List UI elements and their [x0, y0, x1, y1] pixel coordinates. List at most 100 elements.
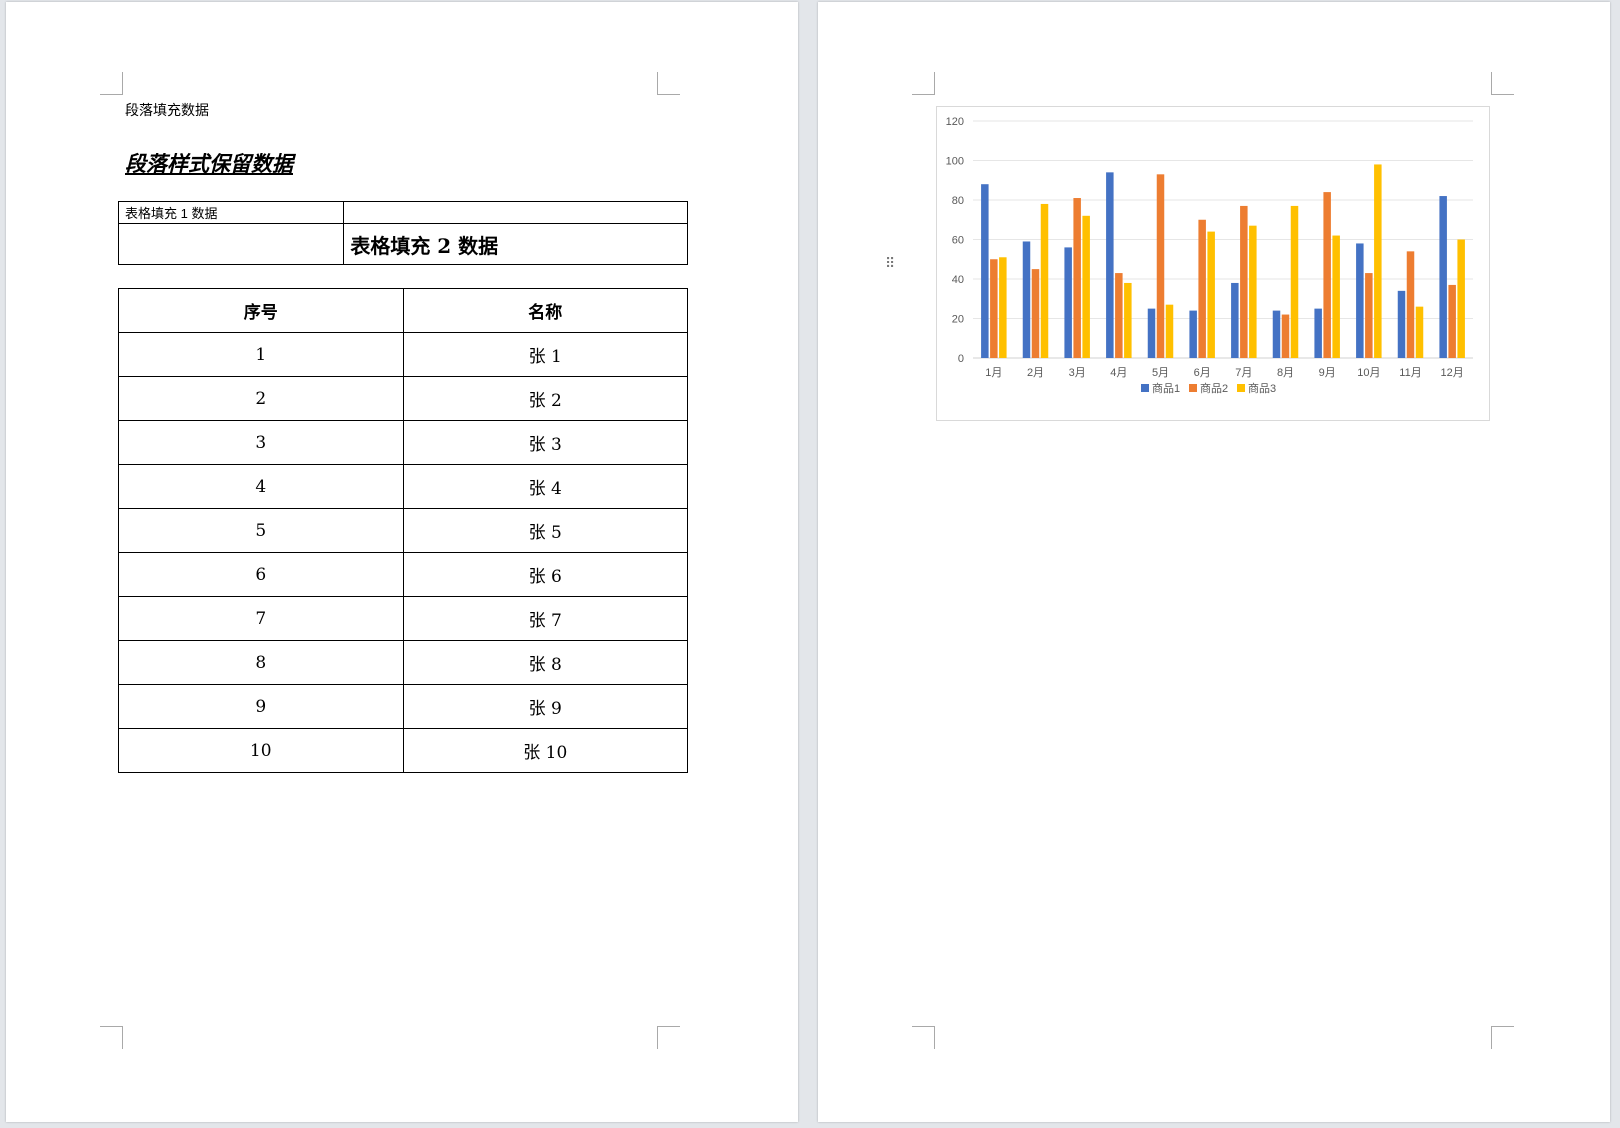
- x-tick-label: 2月: [1027, 367, 1044, 379]
- bar-3: [1040, 203, 1049, 358]
- fill-table-cell-1[interactable]: 表格填充 1 数据: [117, 201, 345, 224]
- bar-1: [1314, 308, 1322, 358]
- table-cell[interactable]: 4: [118, 464, 404, 509]
- table-cell[interactable]: 10: [118, 728, 404, 773]
- bar-1: [1397, 290, 1406, 358]
- fill-table-cell-empty[interactable]: [343, 201, 688, 224]
- bar-chart[interactable]: 0 20 40 60 80 100 120 1月 2月 3月 4月 5月 6月 7月 8月 9月 10月 11月 1…: [936, 106, 1490, 421]
- table-cell[interactable]: 张 3: [402, 420, 688, 465]
- bar-3: [1290, 205, 1299, 358]
- table-cell[interactable]: 7: [118, 596, 404, 641]
- bar-3: [1165, 304, 1174, 358]
- bar-1: [1231, 282, 1239, 358]
- x-tick-label: 3月: [1069, 367, 1086, 379]
- bar-1: [1106, 172, 1114, 358]
- document-page-2: ⠿ 0 20 40 60 80 100 120 1月 2月 3月 4月 5月 6月 7月 8月 9月 10月 11…: [818, 2, 1610, 1122]
- x-tick-label: 10月: [1357, 367, 1380, 379]
- table-row: 10 张 10: [118, 728, 688, 773]
- margin-corner-top-left: [100, 72, 123, 95]
- table-cell[interactable]: 张 8: [402, 640, 688, 685]
- bar-2: [1448, 284, 1456, 358]
- bar-2: [1365, 273, 1373, 358]
- y-tick-label: 120: [946, 116, 964, 128]
- bar-1: [1272, 310, 1281, 358]
- bar-2: [990, 259, 998, 358]
- bar-1: [1189, 310, 1197, 358]
- chart-canvas: 0 20 40 60 80 100 120 1月 2月 3月 4月 5月 6月 7月 8月 9月 10月 11月 1…: [946, 116, 1473, 395]
- table-cell[interactable]: 张 1: [402, 332, 688, 377]
- bar-2: [1156, 174, 1165, 358]
- bar-2: [1198, 219, 1206, 358]
- table-cell[interactable]: 2: [118, 376, 404, 421]
- legend-label: 商品2: [1200, 381, 1228, 395]
- table-cell[interactable]: 张 10: [402, 728, 688, 773]
- x-tick-label: 1月: [985, 367, 1002, 379]
- bar-2: [1281, 314, 1290, 358]
- bar-3: [1332, 235, 1340, 358]
- margin-corner-top-left: [912, 72, 935, 95]
- y-tick-label: 0: [958, 353, 964, 365]
- margin-corner-bottom-right: [657, 1026, 680, 1049]
- bar-1: [1022, 241, 1031, 358]
- y-tick-label: 60: [952, 235, 964, 247]
- table-cell[interactable]: 8: [118, 640, 404, 685]
- bar-3: [999, 257, 1007, 358]
- table-cell[interactable]: 9: [118, 684, 404, 729]
- y-tick-label: 40: [952, 274, 964, 286]
- bar-2: [1240, 205, 1248, 358]
- bar-2: [1323, 192, 1331, 358]
- bar-3: [1082, 215, 1090, 358]
- table-cell[interactable]: 6: [118, 552, 404, 597]
- table-cell[interactable]: 张 5: [402, 508, 688, 553]
- y-tick-label: 80: [952, 195, 964, 207]
- bar-3: [1207, 231, 1215, 358]
- bar-3: [1249, 225, 1257, 358]
- drag-handle-icon[interactable]: ⠿: [885, 255, 896, 271]
- bar-1: [1439, 196, 1447, 358]
- bar-3: [1374, 164, 1382, 358]
- bar-3: [1124, 282, 1132, 358]
- table-cell[interactable]: 张 4: [402, 464, 688, 509]
- table-cell[interactable]: 1: [118, 332, 404, 377]
- fill-table-cell-empty[interactable]: [117, 223, 345, 265]
- table-cell[interactable]: 张 9: [402, 684, 688, 729]
- bar-1: [1147, 308, 1156, 358]
- fill-table-cell-2[interactable]: 表格填充 2 数据: [343, 223, 688, 265]
- table-cell[interactable]: 5: [118, 508, 404, 553]
- bar-1: [1064, 247, 1072, 358]
- margin-corner-bottom-left: [912, 1026, 935, 1049]
- table-cell[interactable]: 张 7: [402, 596, 688, 641]
- margin-corner-bottom-left: [100, 1026, 123, 1049]
- x-tick-label: 6月: [1194, 367, 1211, 379]
- paragraph-fill-text[interactable]: 段落填充数据: [125, 102, 209, 118]
- legend-swatch: [1141, 384, 1149, 392]
- fill-table: 表格填充 1 数据 表格填充 2 数据: [117, 201, 688, 265]
- document-page-1: 段落填充数据 段落样式保留数据 表格填充 1 数据 表格填充 2 数据 序号 名…: [6, 2, 798, 1122]
- margin-corner-bottom-right: [1491, 1026, 1514, 1049]
- table-cell[interactable]: 张 2: [402, 376, 688, 421]
- legend-swatch: [1237, 384, 1245, 392]
- table-cell[interactable]: 3: [118, 420, 404, 465]
- paragraph-style-text[interactable]: 段落样式保留数据: [125, 151, 293, 176]
- bar-2: [1031, 269, 1040, 358]
- bar-1: [981, 184, 989, 358]
- x-tick-label: 5月: [1152, 367, 1169, 379]
- legend-swatch: [1189, 384, 1197, 392]
- bar-3: [1457, 239, 1465, 358]
- margin-corner-top-right: [1491, 72, 1514, 95]
- column-header-index[interactable]: 序号: [118, 288, 404, 333]
- x-tick-label: 9月: [1319, 367, 1336, 379]
- bar-3: [1415, 306, 1424, 358]
- table-cell[interactable]: 张 6: [402, 552, 688, 597]
- bar-2: [1115, 273, 1123, 358]
- x-tick-label: 4月: [1110, 367, 1127, 379]
- column-header-name[interactable]: 名称: [402, 288, 688, 333]
- y-tick-label: 100: [946, 156, 964, 168]
- bar-1: [1356, 243, 1364, 358]
